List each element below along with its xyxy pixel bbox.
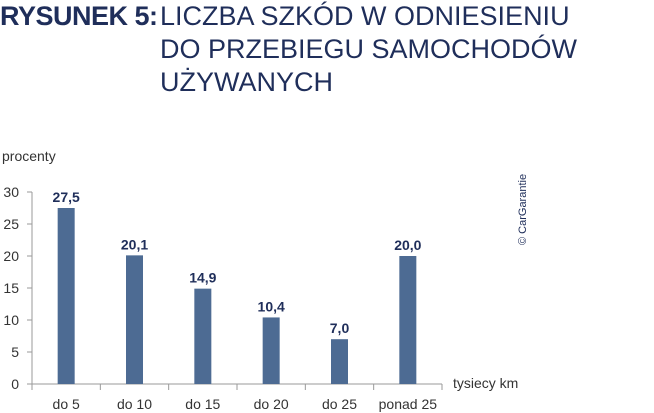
x-tick-label: do 5 bbox=[53, 396, 80, 412]
bar-value-label: 20,0 bbox=[394, 237, 421, 253]
x-tick-label: do 10 bbox=[117, 396, 152, 412]
bar bbox=[399, 256, 417, 384]
x-axis-label: tysiecy km bbox=[453, 375, 518, 391]
bar-value-label: 10,4 bbox=[258, 298, 285, 314]
bar-value-label: 7,0 bbox=[330, 320, 350, 336]
chart-title-line-2: DO PRZEBIEGU SAMOCHODÓW bbox=[160, 34, 578, 64]
y-tick-label: 10 bbox=[3, 312, 19, 328]
bar bbox=[126, 255, 143, 384]
y-tick-label: 15 bbox=[3, 280, 19, 296]
y-tick-label: 5 bbox=[11, 344, 19, 360]
bar-value-label: 14,9 bbox=[189, 270, 216, 286]
chart-title-line-1: LICZBA SZKÓD W ODNIESIENIU bbox=[160, 1, 570, 31]
x-tick-label: do 25 bbox=[322, 396, 357, 412]
bar bbox=[331, 339, 348, 384]
copyright-notice: © CarGarantie bbox=[517, 174, 529, 245]
bar bbox=[57, 208, 75, 384]
y-tick-label: 25 bbox=[3, 216, 19, 232]
bar-value-label: 20,1 bbox=[121, 236, 148, 252]
chart-title-line-3: UŻYWANYCH bbox=[160, 67, 333, 97]
y-tick-label: 0 bbox=[11, 376, 19, 392]
bar bbox=[194, 288, 212, 384]
y-tick-label: 20 bbox=[3, 248, 19, 264]
chart-title: LICZBA SZKÓD W ODNIESIENIU DO PRZEBIEGU … bbox=[160, 0, 577, 99]
x-tick-label: ponad 25 bbox=[379, 396, 438, 412]
bar bbox=[262, 317, 280, 384]
y-tick-label: 30 bbox=[3, 184, 19, 200]
y-axis-label: procenty bbox=[2, 148, 56, 164]
x-tick-label: do 20 bbox=[254, 396, 289, 412]
x-tick-label: do 15 bbox=[185, 396, 220, 412]
bar-value-label: 27,5 bbox=[53, 189, 80, 205]
figure-label: RYSUNEK 5: bbox=[0, 1, 158, 31]
